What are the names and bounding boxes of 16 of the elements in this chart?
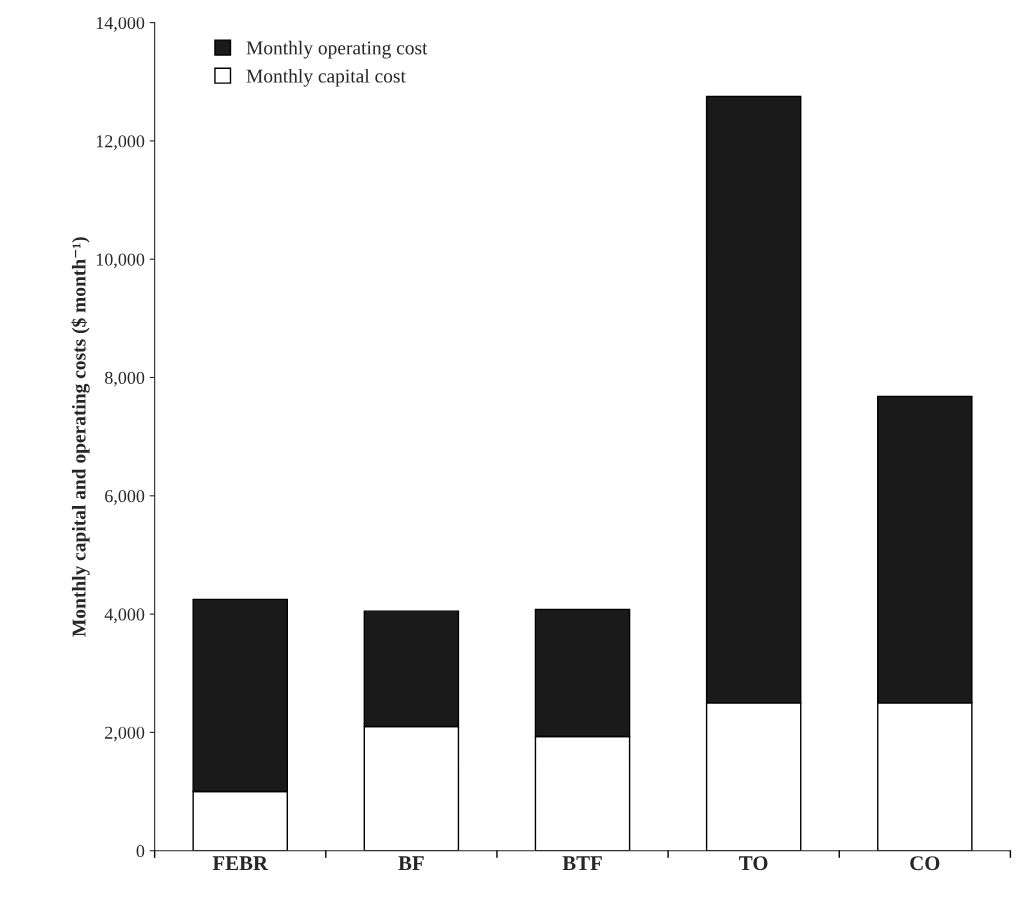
x-tick-label: BF xyxy=(398,856,424,871)
legend-label: Monthly operating cost xyxy=(246,40,428,59)
y-tick-label: 8,000 xyxy=(104,371,145,387)
y-tick-label: 10,000 xyxy=(96,253,145,269)
y-tick-label: 0 xyxy=(136,844,145,858)
y-tick-label: 12,000 xyxy=(96,135,145,150)
x-tick-label: FEBR xyxy=(212,856,269,871)
y-axis-title: Monthly capital and operating costs ($ month⁻¹) xyxy=(71,237,90,637)
x-tick-label: TO xyxy=(739,856,768,871)
x-tick-label: BTF xyxy=(562,856,602,871)
x-tick-label: CO xyxy=(910,856,940,871)
legend-label: Monthly capital cost xyxy=(246,68,406,87)
y-tick-label: 14,000 xyxy=(96,16,145,32)
y-tick-label: 2,000 xyxy=(105,726,145,742)
y-tick-label: 4,000 xyxy=(104,608,145,624)
y-tick-label: 6,000 xyxy=(105,490,145,505)
